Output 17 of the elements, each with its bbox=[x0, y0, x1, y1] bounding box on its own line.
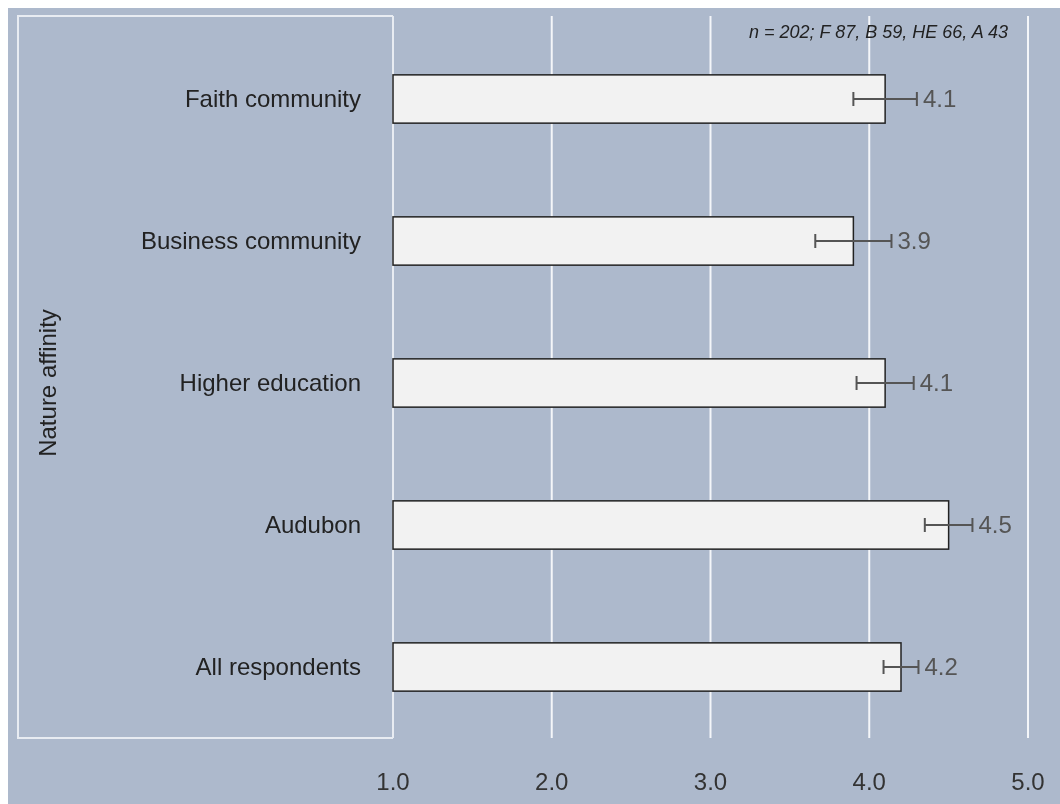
y-axis-title: Nature affinity bbox=[34, 309, 61, 457]
data-label: 3.9 bbox=[897, 227, 931, 255]
data-label: 4.1 bbox=[919, 369, 954, 397]
y-tick-label: Business community bbox=[140, 227, 361, 255]
data-label: 4.2 bbox=[924, 653, 958, 681]
x-tick-label: 3.0 bbox=[693, 768, 728, 795]
x-tick-label: 5.0 bbox=[1011, 768, 1045, 795]
x-tick-label: 1.0 bbox=[376, 768, 410, 795]
annotation: n = 202; F 87, B 59, HE 66, A 43 bbox=[748, 22, 1008, 42]
y-tick-label: Faith community bbox=[184, 85, 361, 113]
data-label: 4.5 bbox=[978, 511, 1012, 539]
x-tick-label: 2.0 bbox=[535, 768, 569, 795]
data-label: 4.1 bbox=[922, 85, 957, 113]
y-tick-label: All respondents bbox=[195, 653, 361, 681]
y-tick-label: Audubon bbox=[264, 511, 361, 539]
y-tick-label: Higher education bbox=[179, 369, 361, 397]
x-tick-label: 4.0 bbox=[852, 768, 886, 795]
